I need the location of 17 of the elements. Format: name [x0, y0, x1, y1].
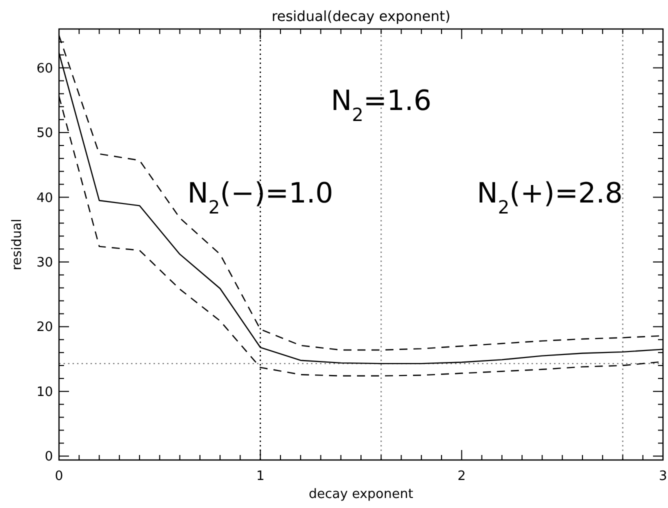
y-axis-title: residual [10, 218, 25, 270]
y-tick-label: 50 [36, 126, 53, 142]
y-tick-label: 20 [36, 320, 53, 336]
y-tick-label: 10 [36, 384, 53, 400]
x-tick-label: 3 [658, 469, 668, 484]
x-axis-title: decay exponent [308, 487, 414, 502]
annotation: N$_{2}$=1.6 [330, 84, 432, 126]
chart-title: residual(decay exponent) [272, 9, 450, 25]
y-tick-label: 0 [44, 450, 53, 465]
annotation: N$_{2}$(−)=1.0 [187, 176, 334, 218]
annotation: N$_{2}$(+)=2.8 [476, 176, 623, 218]
x-tick-label: 0 [54, 469, 64, 484]
x-tick-label: 2 [458, 469, 466, 484]
x-tick-label: 1 [256, 469, 264, 484]
y-tick-label: 30 [36, 256, 53, 271]
y-tick-label: 60 [36, 61, 53, 76]
y-tick-label: 40 [36, 190, 53, 206]
